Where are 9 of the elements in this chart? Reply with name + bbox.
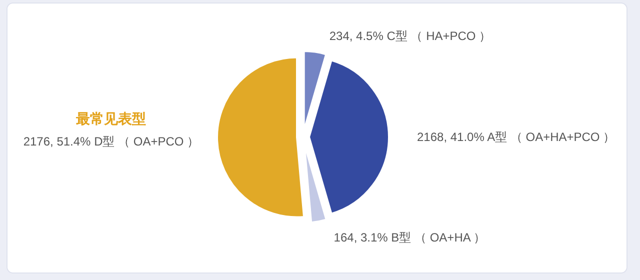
slice-label: B型 （ OA+HA ） bbox=[391, 230, 486, 244]
data-label: 2168, 41.0% bbox=[417, 130, 488, 144]
slice-label: D型 （ OA+PCO ） bbox=[94, 134, 200, 148]
slice-label: A型 （ OA+HA+PCO ） bbox=[487, 130, 616, 144]
data-label: 2176, 51.4% bbox=[23, 134, 94, 148]
text: 最常见表型 bbox=[75, 110, 146, 126]
slice-label: C型 （ HA+PCO ） bbox=[386, 29, 492, 44]
data-label: 234, 4.5% bbox=[329, 29, 387, 44]
data-label: 164, 3.1% bbox=[334, 230, 392, 244]
